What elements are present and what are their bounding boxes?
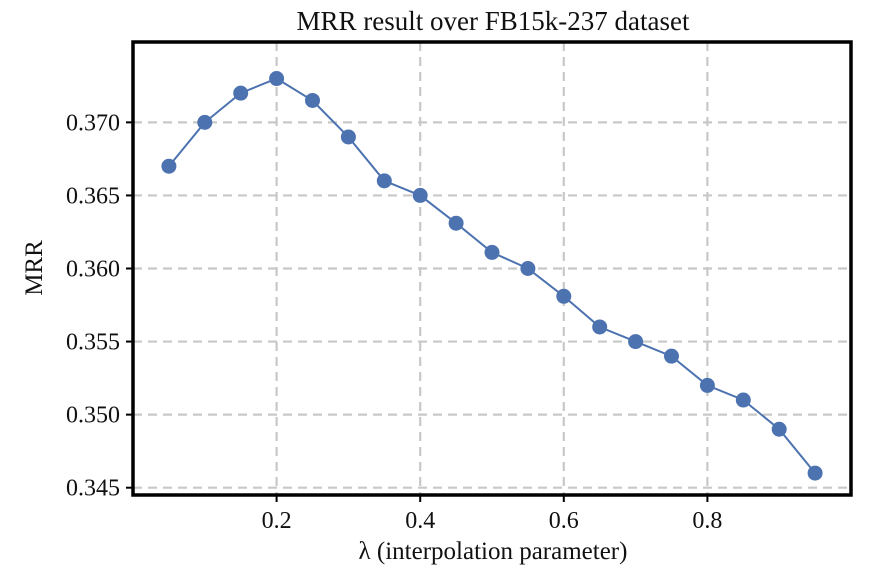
series-layer xyxy=(161,71,823,481)
data-point xyxy=(448,215,464,231)
axis-ticks: 0.2 0.4 0.6 0.8 0.345 0.350 0.355 0.360 0.365 0.3… xyxy=(66,110,722,534)
x-tick-label: 0.4 xyxy=(405,508,435,534)
data-point xyxy=(807,465,823,481)
data-point xyxy=(664,348,679,364)
data-point xyxy=(556,288,572,304)
data-point xyxy=(735,392,751,408)
y-tick-label: 0.345 xyxy=(66,476,120,502)
data-point xyxy=(376,173,392,189)
x-tick-label: 0.6 xyxy=(549,508,579,534)
data-point xyxy=(269,71,285,87)
chart-title: MRR result over FB15k-237 dataset xyxy=(297,6,690,36)
x-tick-label: 0.2 xyxy=(262,508,292,534)
data-point xyxy=(305,92,320,108)
grid-lines xyxy=(133,42,851,495)
y-tick-label: 0.355 xyxy=(66,330,120,356)
x-axis-label: λ (interpolation parameter) xyxy=(359,538,628,565)
data-point xyxy=(699,377,715,393)
data-point xyxy=(592,319,608,335)
y-tick-label: 0.350 xyxy=(66,403,120,429)
data-point xyxy=(233,85,249,101)
data-point xyxy=(412,187,428,203)
y-tick-label: 0.365 xyxy=(66,183,120,209)
x-tick-label: 0.8 xyxy=(692,508,722,534)
data-point xyxy=(197,114,213,130)
y-tick-label: 0.360 xyxy=(66,257,120,283)
data-point xyxy=(484,244,500,260)
data-point xyxy=(340,129,356,145)
data-point xyxy=(771,421,787,437)
data-point xyxy=(161,158,177,174)
data-point xyxy=(628,334,644,350)
data-point xyxy=(520,261,536,276)
y-tick-label: 0.370 xyxy=(66,110,120,136)
y-axis-label: MRR xyxy=(21,240,48,296)
